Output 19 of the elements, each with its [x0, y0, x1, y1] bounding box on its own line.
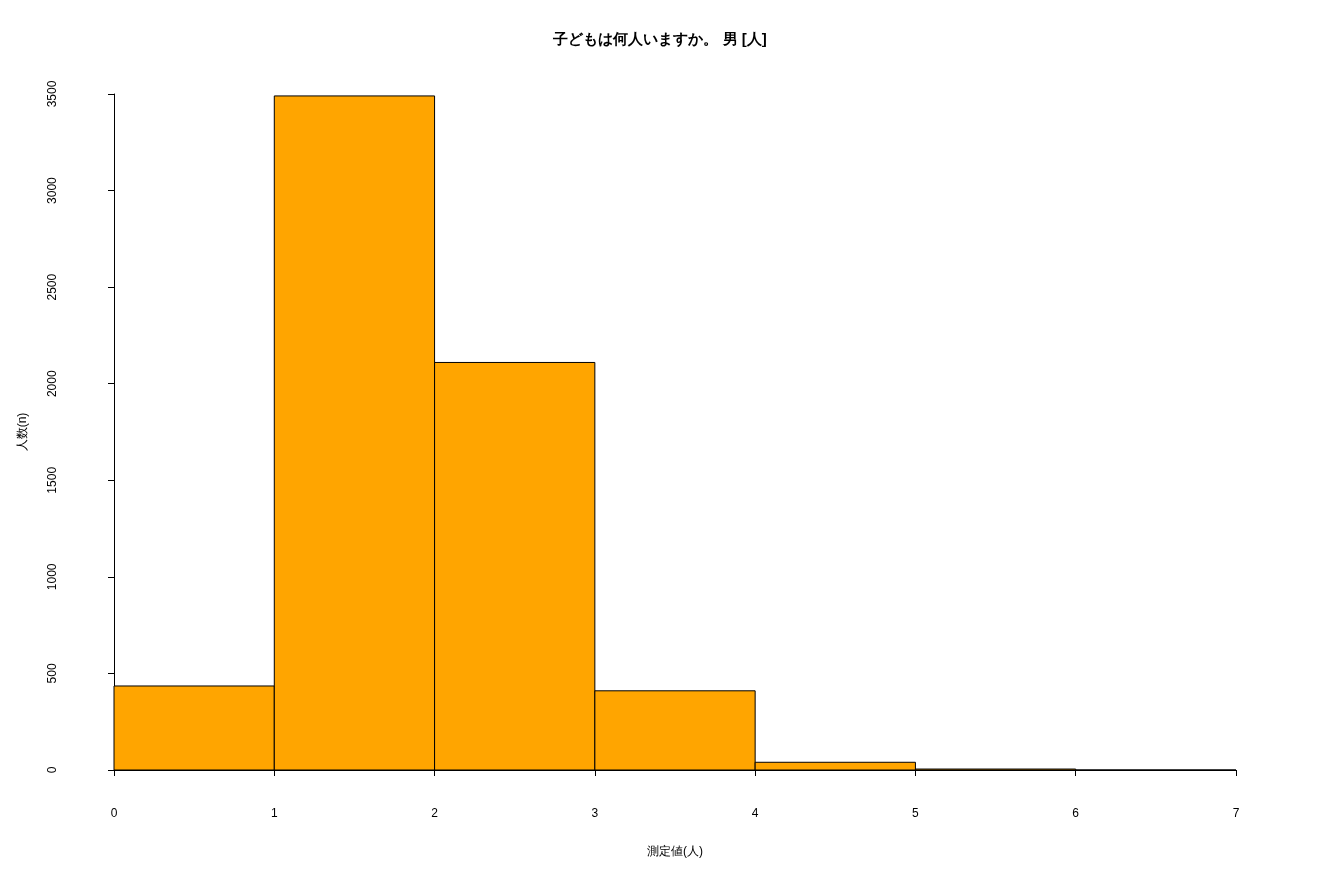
x-tick-label: 3 [591, 806, 599, 820]
y-tick-label: 3500 [45, 80, 59, 108]
y-tick-label: 2000 [45, 370, 59, 398]
x-tick-label: 4 [751, 806, 759, 820]
y-tick-label: 3000 [45, 176, 59, 204]
x-tick-label: 5 [912, 806, 920, 820]
x-axis-title: 測定値(人) [647, 844, 703, 858]
x-tick-label: 2 [431, 806, 439, 820]
y-tick-label: 1500 [45, 466, 59, 494]
x-tick-label: 7 [1232, 806, 1240, 820]
y-tick-label: 0 [45, 766, 59, 774]
x-tick-label: 0 [110, 806, 118, 820]
x-tick-label: 6 [1072, 806, 1080, 820]
y-tick-label: 1000 [45, 563, 59, 591]
y-tick-label: 2500 [45, 273, 59, 301]
chart-title: 子どもは何人いますか。 男 [人] [552, 30, 767, 48]
x-tick-label: 1 [270, 806, 278, 820]
y-tick-label: 500 [45, 663, 59, 684]
y-axis-title: 人数(n) [15, 412, 29, 452]
